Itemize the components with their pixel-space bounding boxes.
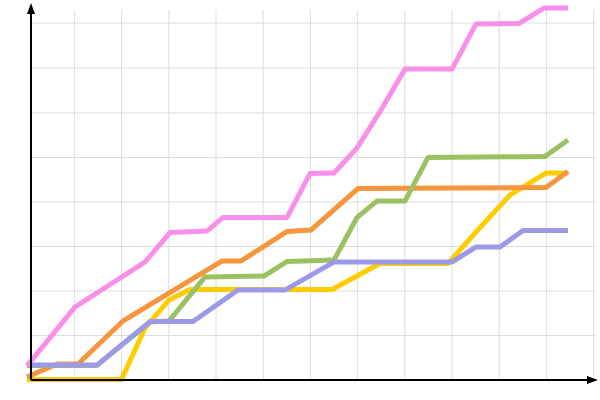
y-axis-arrow-icon [27,3,35,14]
line-series-pink [25,5,568,368]
x-axis-arrow-icon [587,376,598,384]
line-series-purple [27,228,568,368]
line-series-green [27,137,570,368]
line-series-yellow [27,170,568,382]
